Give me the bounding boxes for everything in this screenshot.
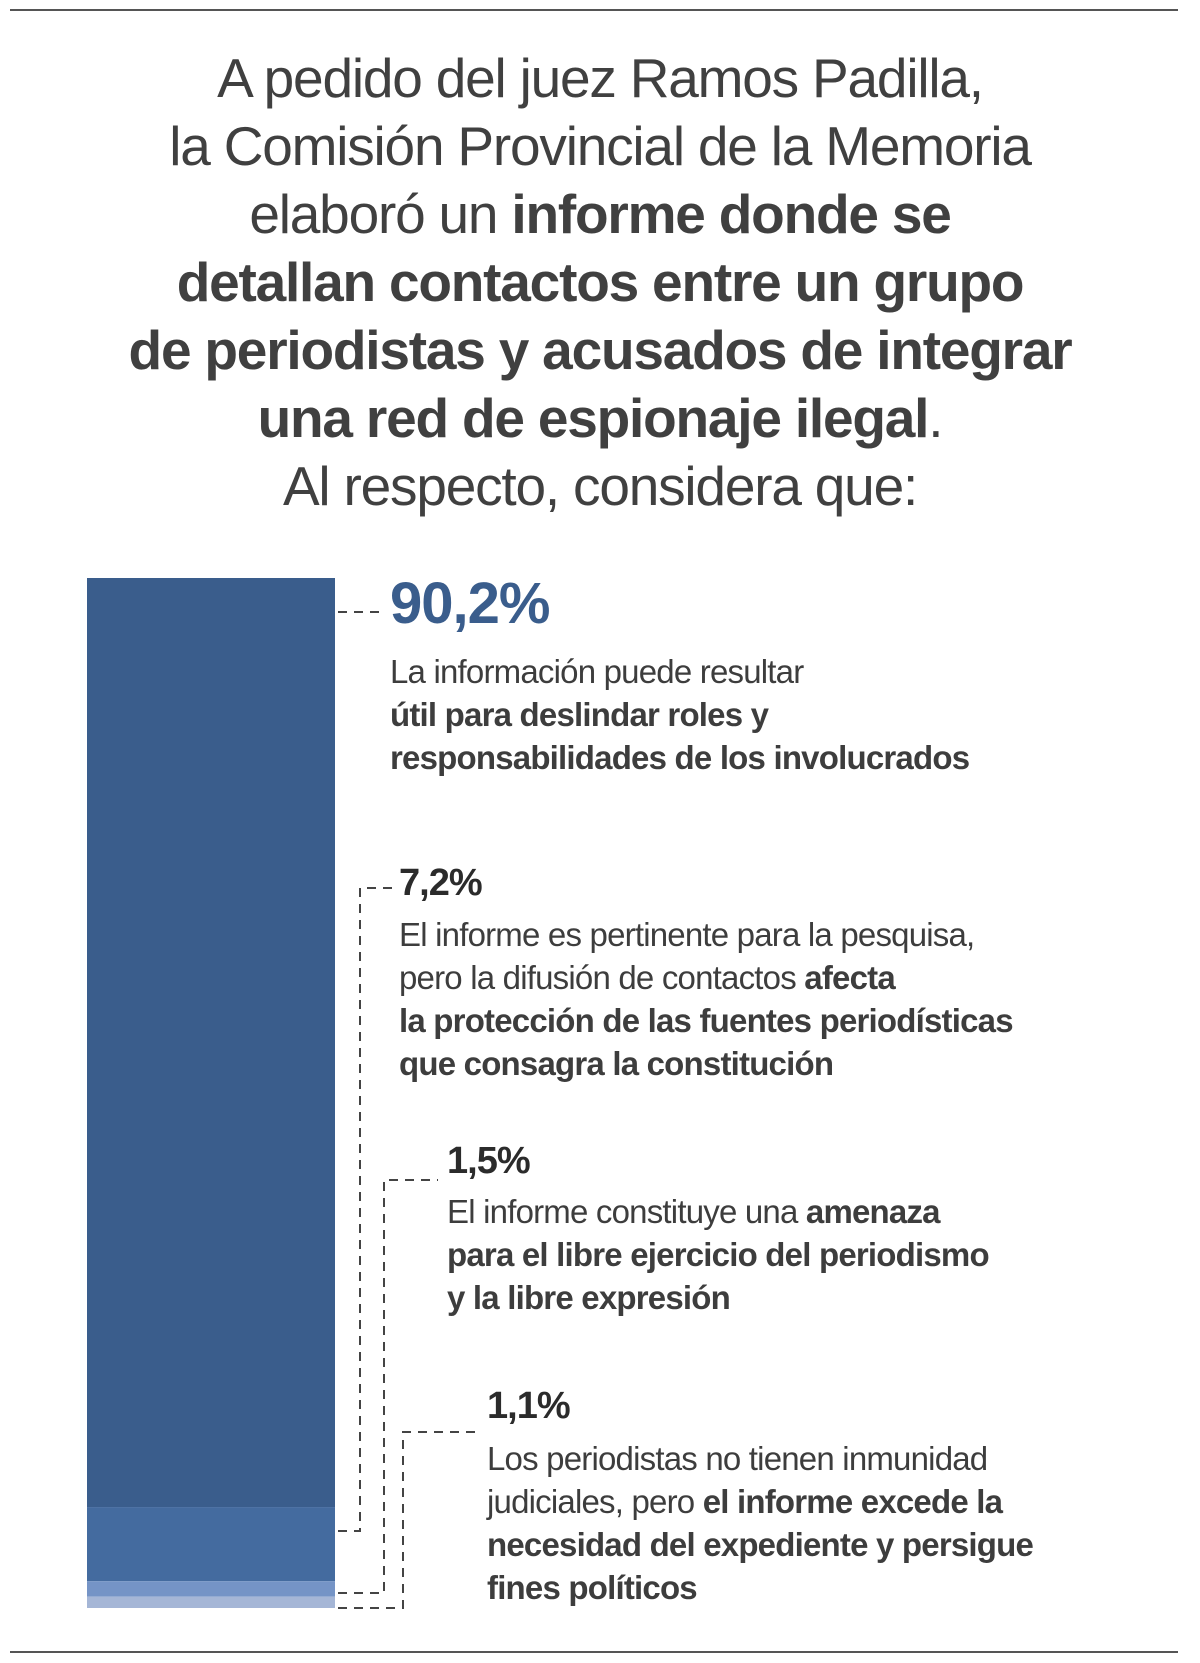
description-line: El informe constituye una amenaza bbox=[447, 1190, 989, 1233]
description-line: la protección de las fuentes periodístic… bbox=[399, 999, 1014, 1042]
bar-segment bbox=[87, 578, 335, 1508]
connector-line bbox=[338, 1431, 477, 1609]
description-line: responsabilidades de los involucrados bbox=[390, 736, 970, 779]
bar-segment bbox=[87, 1507, 335, 1582]
headline-line: la Comisión Provincial de la Memoria bbox=[169, 115, 1032, 177]
data-label-description: La información puede resultar útil para d… bbox=[390, 650, 970, 779]
description-line: para el libre ejercicio del periodismo bbox=[447, 1233, 990, 1276]
description-text: judiciales, pero bbox=[487, 1483, 703, 1520]
headline-bold: informe donde se bbox=[511, 183, 951, 245]
bottom-divider bbox=[10, 1651, 1178, 1653]
headline-line: A pedido del juez Ramos Padilla, bbox=[217, 47, 984, 109]
description-text: pero la difusión de contactos bbox=[399, 959, 805, 996]
description-line: pero la difusión de contactos afecta bbox=[399, 956, 1013, 999]
description-bold: el informe excede la bbox=[702, 1483, 1003, 1520]
headline: A pedido del juez Ramos Padilla, la Comi… bbox=[0, 44, 1200, 520]
connector-line bbox=[338, 1179, 438, 1594]
data-label-value: 90,2% bbox=[390, 571, 550, 636]
description-text: El informe constituye una bbox=[447, 1193, 806, 1230]
description-line: judiciales, pero el informe excede la bbox=[487, 1480, 1033, 1523]
connector-line bbox=[338, 887, 394, 1532]
description-text: El informe es pertinente para la pesquis… bbox=[399, 916, 975, 953]
data-label-description: Los periodistas no tienen inmunidad judic… bbox=[487, 1437, 1034, 1609]
description-bold: responsabilidades de los involucrados bbox=[390, 739, 970, 776]
headline-bold: una red de espionaje ilegal bbox=[257, 387, 930, 449]
data-label-description: El informe es pertinente para la pesquis… bbox=[399, 913, 1014, 1085]
bar-segment bbox=[87, 1581, 335, 1597]
description-line: útil para deslindar roles y bbox=[390, 693, 969, 736]
description-bold: necesidad del expediente y persigue bbox=[487, 1526, 1034, 1563]
bar-segment bbox=[87, 1596, 335, 1608]
description-line: y la libre expresión bbox=[447, 1276, 989, 1319]
description-line: necesidad del expediente y persigue bbox=[487, 1523, 1034, 1566]
description-line: que consagra la constitución bbox=[399, 1042, 1013, 1085]
description-bold: la protección de las fuentes periodístic… bbox=[399, 1002, 1014, 1039]
description-line: La información puede resultar bbox=[390, 650, 969, 693]
description-bold: amenaza bbox=[805, 1193, 941, 1230]
description-line: fines políticos bbox=[487, 1566, 1033, 1609]
description-bold: afecta bbox=[804, 959, 895, 996]
headline-line: una red de espionaje ilegal. bbox=[0, 384, 1200, 452]
headline-line: Al respecto, considera que: bbox=[282, 455, 918, 517]
headline-text: . bbox=[928, 387, 943, 449]
description-bold: y la libre expresión bbox=[447, 1279, 731, 1316]
headline-line: elaboró un informe donde se bbox=[0, 180, 1200, 248]
description-line: El informe es pertinente para la pesquis… bbox=[399, 913, 1013, 956]
headline-bold: detallan contactos entre un grupo bbox=[176, 251, 1025, 313]
data-label-description: El informe constituye una amenaza para el… bbox=[447, 1190, 990, 1319]
description-bold: que consagra la constitución bbox=[399, 1045, 834, 1082]
headline-bold: de periodistas y acusados de integrar bbox=[128, 319, 1073, 381]
data-label-value: 1,1% bbox=[487, 1385, 571, 1427]
description-text: La información puede resultar bbox=[390, 653, 804, 690]
description-bold: útil para deslindar roles y bbox=[390, 696, 769, 733]
headline-line: detallan contactos entre un grupo bbox=[0, 248, 1200, 316]
top-divider bbox=[10, 9, 1178, 11]
headline-text: elaboró un bbox=[249, 183, 512, 245]
description-line: Los periodistas no tienen inmunidad bbox=[487, 1437, 1033, 1480]
data-label-value: 7,2% bbox=[399, 862, 483, 904]
headline-line: de periodistas y acusados de integrar bbox=[0, 316, 1200, 384]
data-label-value: 1,5% bbox=[447, 1140, 531, 1182]
description-bold: fines políticos bbox=[487, 1569, 698, 1606]
description-bold: para el libre ejercicio del periodismo bbox=[447, 1236, 990, 1273]
description-text: Los periodistas no tienen inmunidad bbox=[487, 1440, 988, 1477]
